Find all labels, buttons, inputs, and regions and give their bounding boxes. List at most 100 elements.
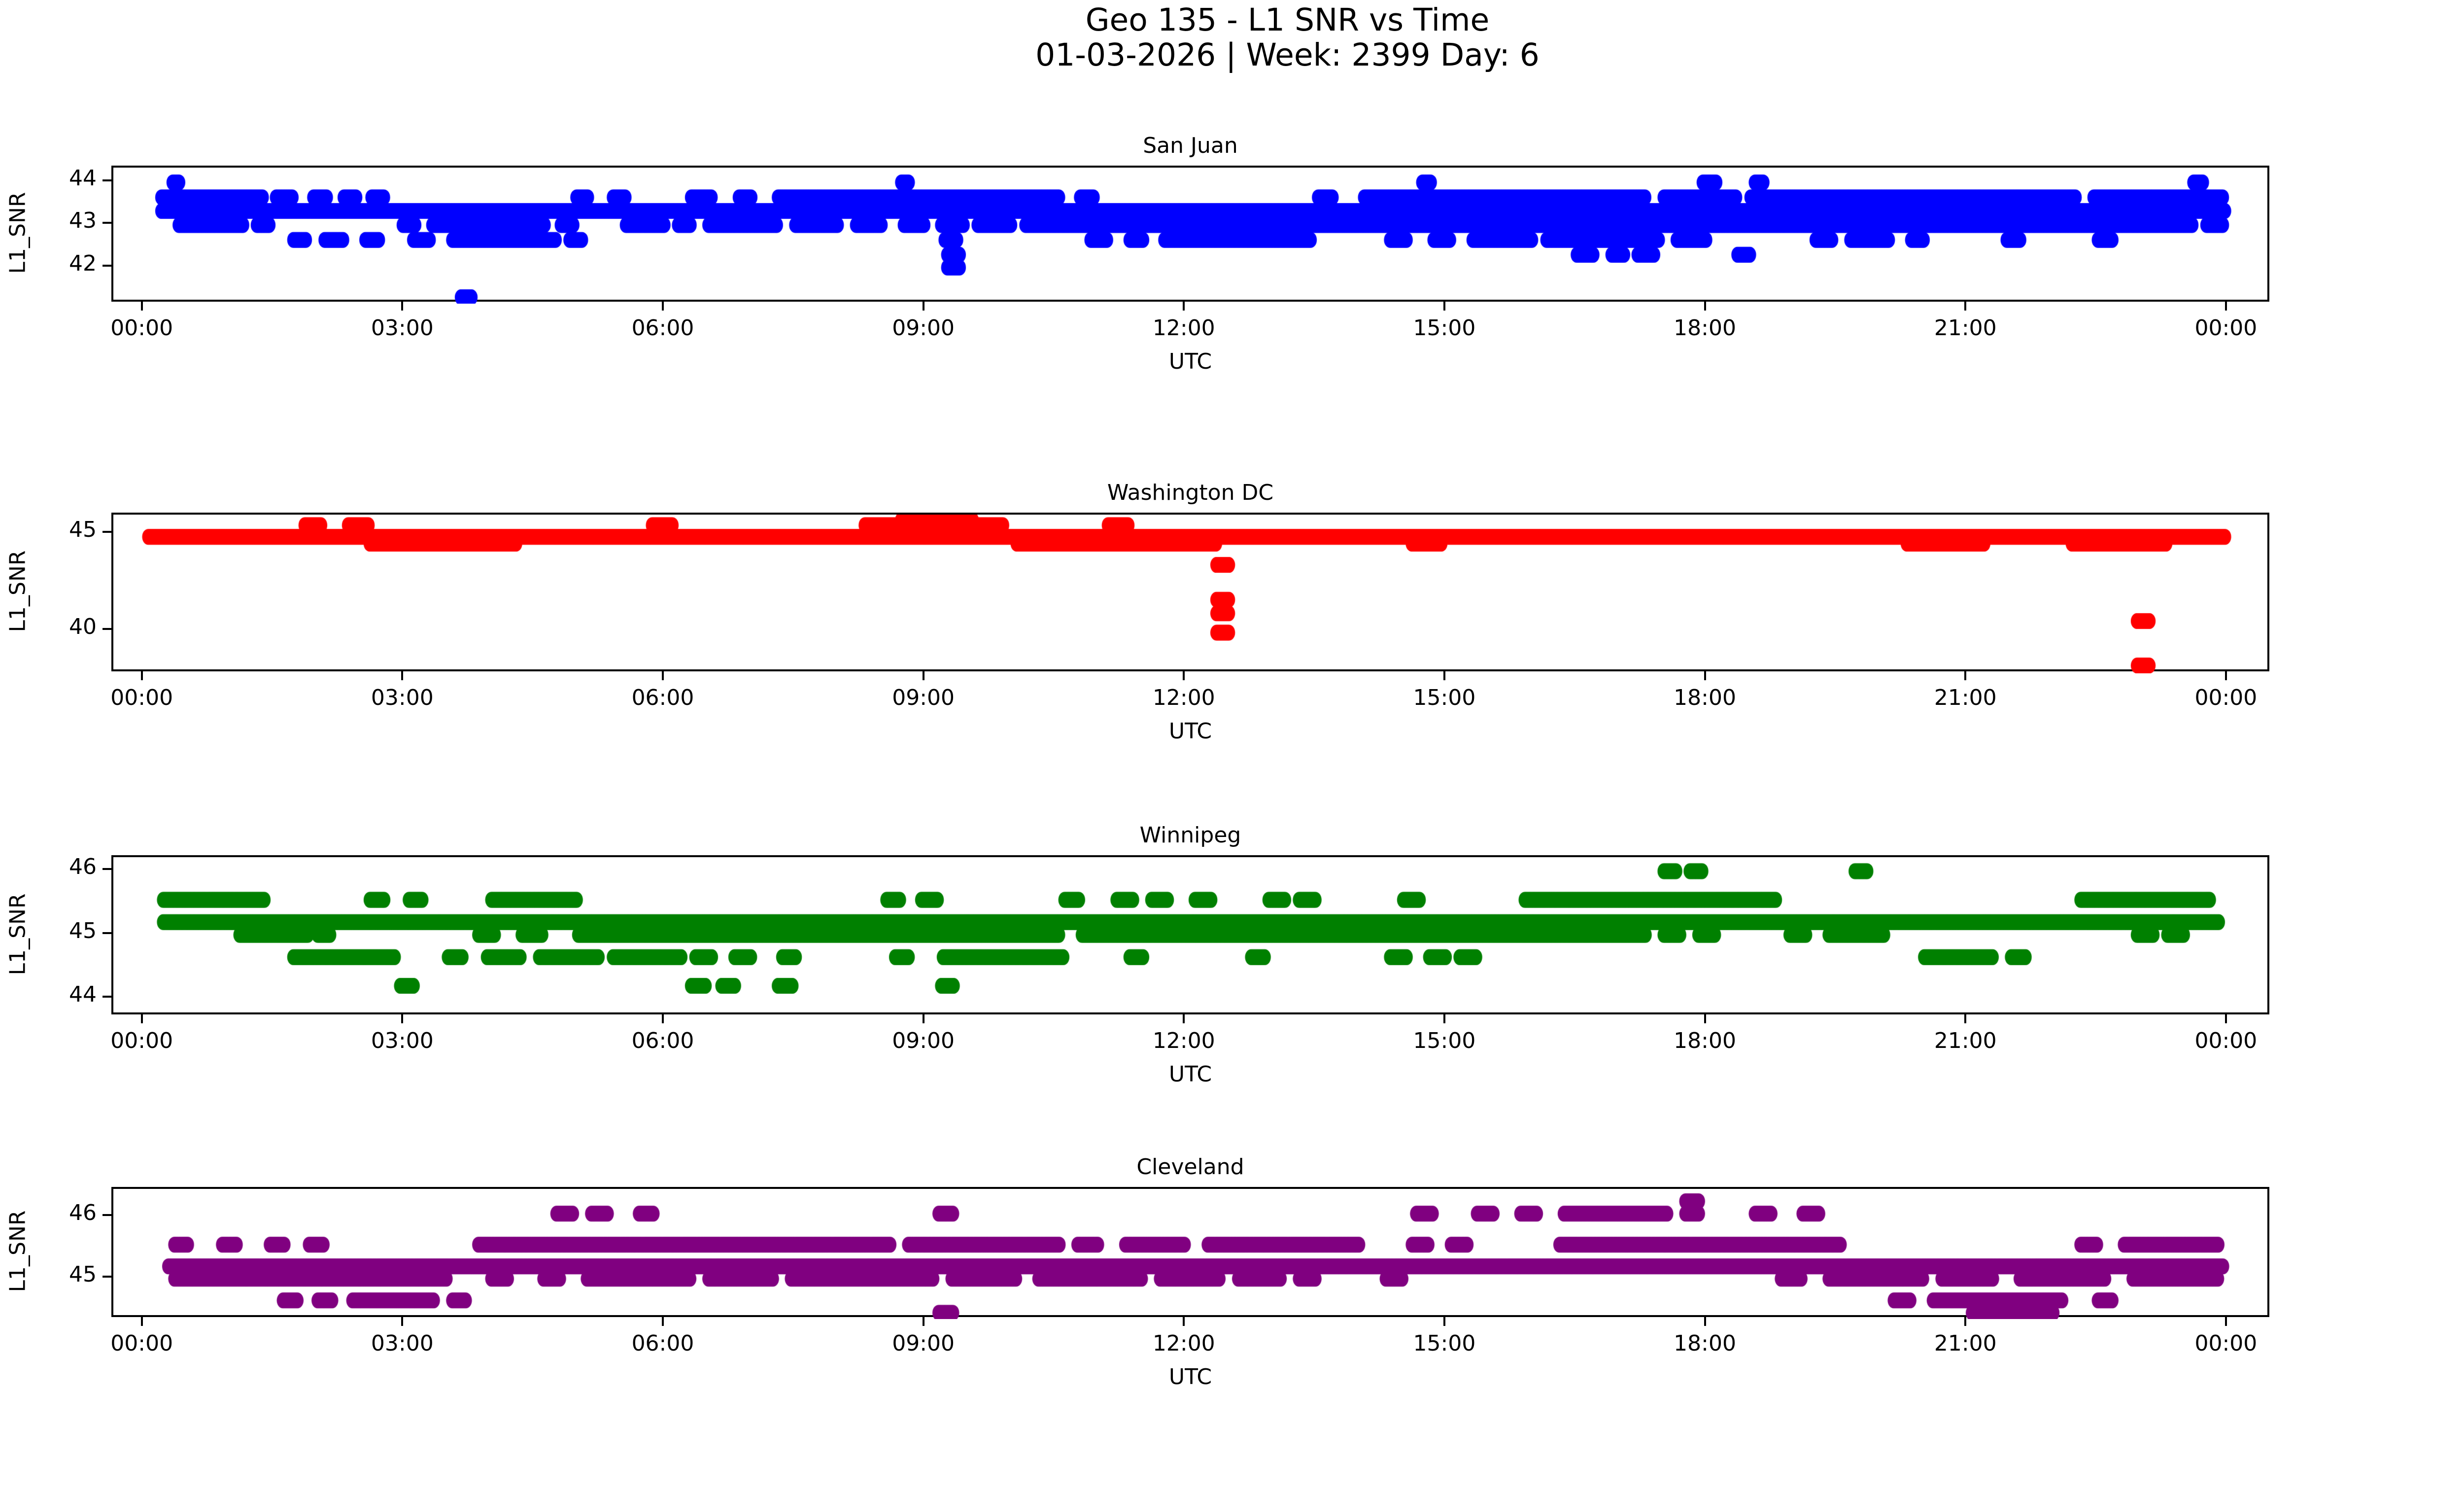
x-tickmark <box>2224 671 2227 680</box>
x-axis-label-cleveland: UTC <box>1168 1364 1212 1390</box>
x-tick-label: 21:00 <box>1934 315 1997 341</box>
x-tick-label: 06:00 <box>631 685 694 710</box>
y-tickmark <box>103 932 111 934</box>
panel-title-washington-dc: Washington DC <box>1107 480 1274 505</box>
x-tick-label: 00:00 <box>110 1331 173 1356</box>
y-tick-label: 46 <box>69 1200 97 1225</box>
y-tickmark <box>103 531 111 533</box>
x-tick-label: 15:00 <box>1413 1028 1476 1053</box>
x-tick-label: 00:00 <box>2194 1028 2258 1053</box>
scatter-points-cleveland <box>113 1189 2271 1319</box>
x-tickmark <box>1183 302 1185 311</box>
x-tick-label: 06:00 <box>631 1331 694 1356</box>
x-tick-label: 12:00 <box>1152 1028 1215 1053</box>
x-tickmark <box>922 671 924 680</box>
x-tickmark <box>1964 671 1967 680</box>
scatter-points-san-juan <box>113 168 2271 304</box>
x-tickmark <box>140 1014 143 1023</box>
x-tickmark <box>922 1014 924 1023</box>
x-tick-label: 00:00 <box>2194 315 2258 341</box>
x-tickmark <box>140 671 143 680</box>
x-tick-label: 21:00 <box>1934 685 1997 710</box>
scatter-points-washington-dc <box>113 515 2271 673</box>
x-tick-label: 00:00 <box>110 315 173 341</box>
y-tickmark <box>103 179 111 182</box>
x-tick-label: 09:00 <box>892 315 955 341</box>
x-tick-label: 18:00 <box>1674 1331 1736 1356</box>
x-tick-label: 15:00 <box>1413 1331 1476 1356</box>
y-tick-label: 45 <box>69 918 97 943</box>
x-tickmark <box>1704 1317 1706 1326</box>
x-tickmark <box>2224 302 2227 311</box>
x-tick-label: 12:00 <box>1152 685 1215 710</box>
x-tickmark <box>1443 302 1445 311</box>
panel-title-san-juan: San Juan <box>1143 133 1238 158</box>
x-tickmark <box>401 671 404 680</box>
scatter-points-winnipeg <box>113 857 2271 1016</box>
x-tick-label: 09:00 <box>892 1028 955 1053</box>
x-tickmark <box>922 302 924 311</box>
y-tick-label: 44 <box>69 166 97 191</box>
x-tickmark <box>922 1317 924 1326</box>
y-tick-label: 44 <box>69 981 97 1007</box>
plot-area-cleveland <box>111 1187 2271 1319</box>
x-tick-label: 06:00 <box>631 315 694 341</box>
x-tick-label: 03:00 <box>371 1331 434 1356</box>
y-tick-label: 43 <box>69 208 97 234</box>
x-tick-label: 00:00 <box>110 1028 173 1053</box>
x-tickmark <box>1443 1317 1445 1326</box>
x-tick-label: 15:00 <box>1413 315 1476 341</box>
x-tickmark <box>1704 671 1706 680</box>
panel-title-cleveland: Cleveland <box>1136 1154 1244 1180</box>
x-tick-label: 18:00 <box>1674 315 1736 341</box>
x-tickmark <box>1704 1014 1706 1023</box>
x-tickmark <box>2224 1317 2227 1326</box>
y-tick-label: 40 <box>69 614 97 639</box>
x-tick-label: 09:00 <box>892 1331 955 1356</box>
x-axis-label-san-juan: UTC <box>1168 349 1212 374</box>
x-tick-label: 18:00 <box>1674 1028 1736 1053</box>
y-tick-label: 45 <box>69 517 97 543</box>
x-tickmark <box>1964 302 1967 311</box>
plot-area-washington-dc <box>111 513 2271 673</box>
panel-title-winnipeg: Winnipeg <box>1139 823 1241 848</box>
plot-area-winnipeg <box>111 855 2271 1016</box>
plot-area-san-juan <box>111 166 2271 304</box>
x-tickmark <box>1443 671 1445 680</box>
x-tick-label: 21:00 <box>1934 1331 1997 1356</box>
x-tickmark <box>661 302 664 311</box>
x-tick-label: 06:00 <box>631 1028 694 1053</box>
x-tickmark <box>1704 302 1706 311</box>
y-tickmark <box>103 868 111 870</box>
x-tickmark <box>140 1317 143 1326</box>
y-tickmark <box>103 1214 111 1216</box>
figure-suptitle: Geo 135 - L1 SNR vs Time 01-03-2026 | We… <box>1035 2 1540 73</box>
x-tickmark <box>661 671 664 680</box>
x-tick-label: 09:00 <box>892 685 955 710</box>
y-tick-label: 46 <box>69 854 97 880</box>
x-tick-label: 15:00 <box>1413 685 1476 710</box>
y-tickmark <box>103 627 111 630</box>
x-tick-label: 03:00 <box>371 315 434 341</box>
x-tickmark <box>2224 1014 2227 1023</box>
x-tick-label: 03:00 <box>371 1028 434 1053</box>
y-tickmark <box>103 1276 111 1278</box>
y-tickmark <box>103 995 111 998</box>
x-tickmark <box>401 302 404 311</box>
x-tickmark <box>1183 671 1185 680</box>
y-tickmark <box>103 222 111 224</box>
y-tick-label: 45 <box>69 1262 97 1287</box>
y-axis-label-cleveland: L1_SNR <box>5 1210 31 1292</box>
x-axis-label-washington-dc: UTC <box>1168 719 1212 744</box>
x-tickmark <box>1964 1317 1967 1326</box>
x-tickmark <box>401 1014 404 1023</box>
x-tickmark <box>401 1317 404 1326</box>
x-tickmark <box>1964 1014 1967 1023</box>
x-tick-label: 00:00 <box>2194 1331 2258 1356</box>
x-tickmark <box>140 302 143 311</box>
